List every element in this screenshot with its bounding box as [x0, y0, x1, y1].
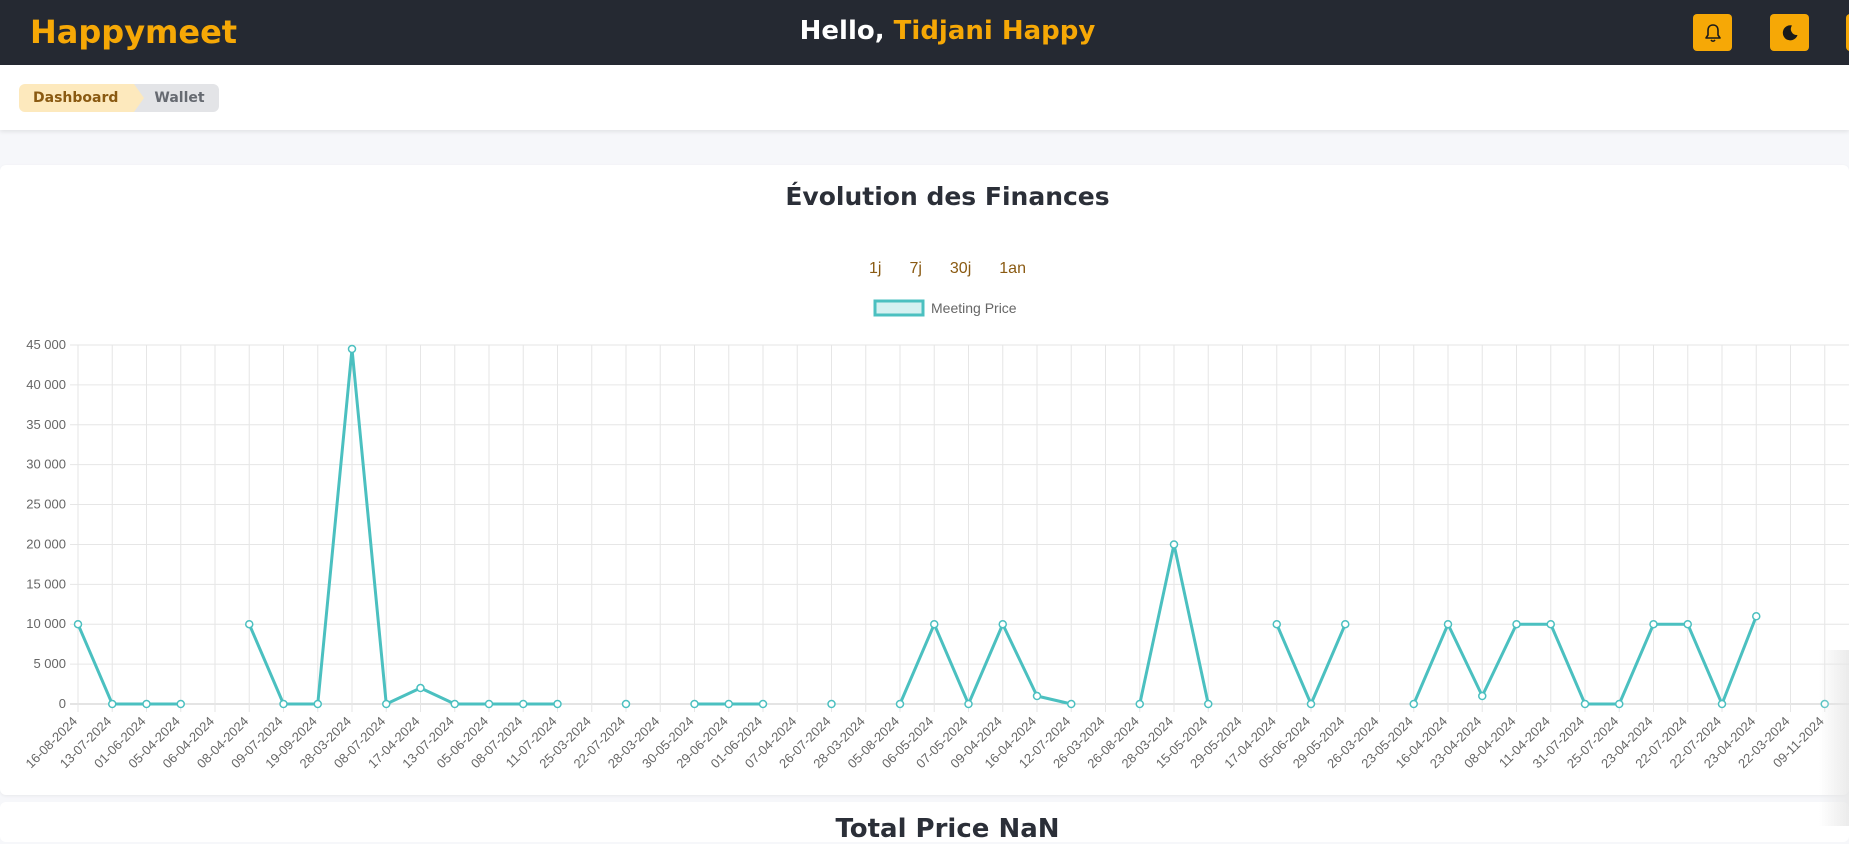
data-point	[1683, 619, 1692, 629]
moon-icon	[1782, 24, 1797, 40]
series-line-meeting-price	[76, 623, 181, 706]
greeting: Hello, Tidjani Happy	[0, 16, 1849, 46]
data-point	[895, 699, 905, 709]
data-point	[553, 699, 562, 709]
series-line-meeting-price	[247, 347, 558, 706]
data-point	[690, 699, 699, 709]
data-point	[930, 619, 939, 629]
total-price-title: Total Price NaN	[835, 814, 1060, 844]
series-line-meeting-price	[898, 622, 1072, 706]
data-point	[1067, 699, 1076, 709]
bell-icon	[1704, 23, 1721, 42]
greeting-text: Hello,	[799, 16, 885, 46]
legend-label: Meeting Price	[931, 300, 1017, 316]
range-selector: 1j 7j 30j 1an	[855, 260, 1040, 278]
notifications-button[interactable]	[1693, 14, 1732, 51]
data-point	[1204, 699, 1213, 709]
data-point	[1272, 619, 1281, 629]
top-navbar: Happymeet Hello, Tidjani Happy	[0, 0, 1849, 65]
data-point	[1546, 619, 1555, 629]
data-point	[1306, 699, 1316, 709]
y-tick-label: 40 000	[26, 377, 66, 392]
breadcrumb-item-wallet[interactable]: Wallet	[134, 84, 219, 112]
data-point	[176, 699, 185, 709]
data-point	[1409, 699, 1418, 709]
data-point	[108, 699, 117, 709]
y-tick-label: 35 000	[26, 417, 66, 432]
data-point	[964, 699, 973, 709]
legend-swatch	[873, 299, 925, 317]
data-point	[1752, 611, 1761, 621]
data-point	[1580, 699, 1590, 709]
chart-title: Évolution des Finances	[785, 182, 1110, 211]
range-1j[interactable]: 1j	[869, 260, 882, 277]
scroll-shadow	[1819, 650, 1849, 826]
data-point	[621, 699, 631, 709]
y-tick-label: 25 000	[26, 497, 66, 512]
data-point	[1032, 691, 1042, 701]
y-tick-label: 0	[59, 696, 66, 711]
breadcrumb: Dashboard Wallet	[19, 84, 219, 112]
y-tick-label: 20 000	[26, 536, 66, 551]
data-point	[998, 619, 1007, 629]
y-tick-label: 30 000	[26, 457, 66, 472]
data-point	[416, 683, 425, 693]
data-point	[1135, 699, 1144, 709]
data-point	[142, 699, 151, 709]
range-30j[interactable]: 30j	[949, 260, 972, 277]
data-point	[1615, 699, 1624, 709]
data-point	[484, 699, 494, 709]
overflow-button[interactable]	[1846, 14, 1849, 51]
data-point	[1478, 691, 1487, 701]
range-1an[interactable]: 1an	[999, 260, 1026, 277]
data-point	[519, 699, 528, 709]
data-point	[827, 699, 836, 709]
breadcrumb-bar: Dashboard Wallet	[0, 65, 1849, 130]
y-tick-label: 5 000	[33, 656, 66, 671]
data-point	[1169, 540, 1179, 549]
data-point	[73, 619, 83, 629]
brand-logo[interactable]: Happymeet	[30, 13, 238, 51]
total-price-card: Total Price NaN	[0, 802, 1849, 844]
data-point	[1649, 619, 1658, 629]
data-point	[347, 344, 357, 354]
y-tick-label: 45 000	[26, 337, 66, 352]
data-point	[313, 699, 322, 709]
data-point	[724, 699, 733, 709]
range-7j[interactable]: 7j	[909, 260, 922, 277]
y-tick-label: 15 000	[26, 576, 66, 591]
data-point	[1512, 619, 1521, 629]
data-point	[1341, 619, 1350, 629]
breadcrumb-item-dashboard[interactable]: Dashboard	[19, 84, 145, 112]
data-point	[450, 699, 459, 709]
finance-line-chart: 0 5 000 10 000 15 000 20 000 25 000 30 000 35 0…	[22, 299, 1849, 771]
data-point	[382, 699, 391, 709]
finance-chart-card: Évolution des Finances 1j 7j 30j 1an 0 5 …	[0, 165, 1849, 795]
data-point	[758, 699, 768, 709]
data-point	[1717, 699, 1727, 709]
user-name: Tidjani Happy	[893, 16, 1096, 46]
theme-toggle-button[interactable]	[1770, 14, 1809, 51]
data-point	[245, 619, 254, 629]
data-point	[1443, 619, 1453, 629]
y-tick-label: 10 000	[26, 616, 66, 631]
data-point	[279, 699, 288, 709]
